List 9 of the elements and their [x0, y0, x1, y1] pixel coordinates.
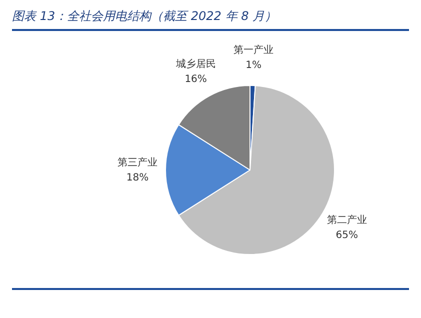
slice-label: 城乡居民 — [174, 58, 216, 70]
slice-label: 第三产业 — [118, 156, 158, 169]
data-label: 16% — [184, 74, 207, 86]
slice-label: 第二产业 — [326, 214, 367, 226]
data-label: 65% — [336, 230, 358, 241]
data-label: 1% — [246, 60, 262, 72]
slice-label: 第一产业 — [234, 44, 274, 56]
data-label: 18% — [126, 172, 149, 184]
chart-title: 图表 13：全社会用电结构（截至 2022 年 8 月） — [12, 8, 409, 31]
